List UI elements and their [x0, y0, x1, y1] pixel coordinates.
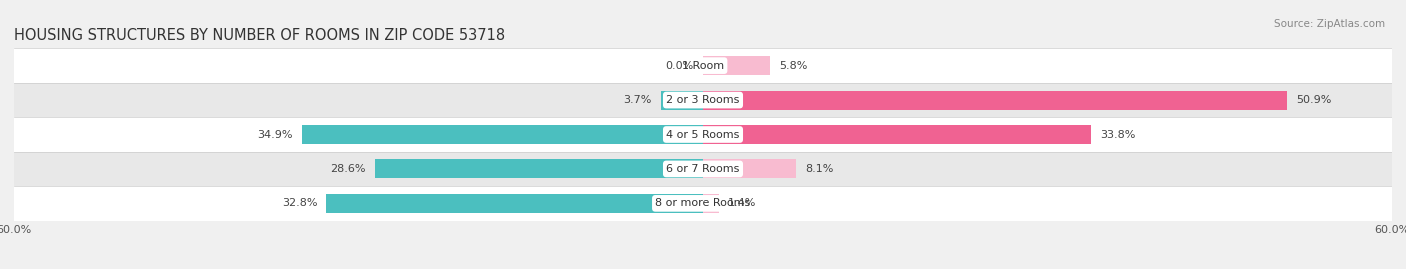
Bar — [703, 125, 1091, 144]
Text: 5.8%: 5.8% — [779, 61, 807, 71]
Text: 6 or 7 Rooms: 6 or 7 Rooms — [666, 164, 740, 174]
Text: 8.1%: 8.1% — [806, 164, 834, 174]
Bar — [703, 194, 718, 213]
Bar — [326, 194, 703, 213]
Text: 32.8%: 32.8% — [281, 198, 318, 208]
Bar — [14, 48, 1392, 83]
Bar — [14, 152, 1392, 186]
Text: 2 or 3 Rooms: 2 or 3 Rooms — [666, 95, 740, 105]
Bar — [302, 125, 703, 144]
Bar — [703, 160, 796, 178]
Text: 1.4%: 1.4% — [728, 198, 756, 208]
Text: 28.6%: 28.6% — [330, 164, 366, 174]
Text: 33.8%: 33.8% — [1101, 129, 1136, 140]
Bar — [14, 186, 1392, 221]
Bar — [703, 91, 1288, 109]
Text: 50.9%: 50.9% — [1296, 95, 1331, 105]
Bar — [14, 117, 1392, 152]
Bar — [703, 56, 769, 75]
Bar — [14, 83, 1392, 117]
Text: 34.9%: 34.9% — [257, 129, 292, 140]
Text: HOUSING STRUCTURES BY NUMBER OF ROOMS IN ZIP CODE 53718: HOUSING STRUCTURES BY NUMBER OF ROOMS IN… — [14, 28, 505, 43]
Text: 0.0%: 0.0% — [665, 61, 693, 71]
Bar — [661, 91, 703, 109]
Text: Source: ZipAtlas.com: Source: ZipAtlas.com — [1274, 19, 1385, 29]
Bar — [374, 160, 703, 178]
Text: 1 Room: 1 Room — [682, 61, 724, 71]
Text: 4 or 5 Rooms: 4 or 5 Rooms — [666, 129, 740, 140]
Text: 8 or more Rooms: 8 or more Rooms — [655, 198, 751, 208]
Text: 3.7%: 3.7% — [623, 95, 651, 105]
